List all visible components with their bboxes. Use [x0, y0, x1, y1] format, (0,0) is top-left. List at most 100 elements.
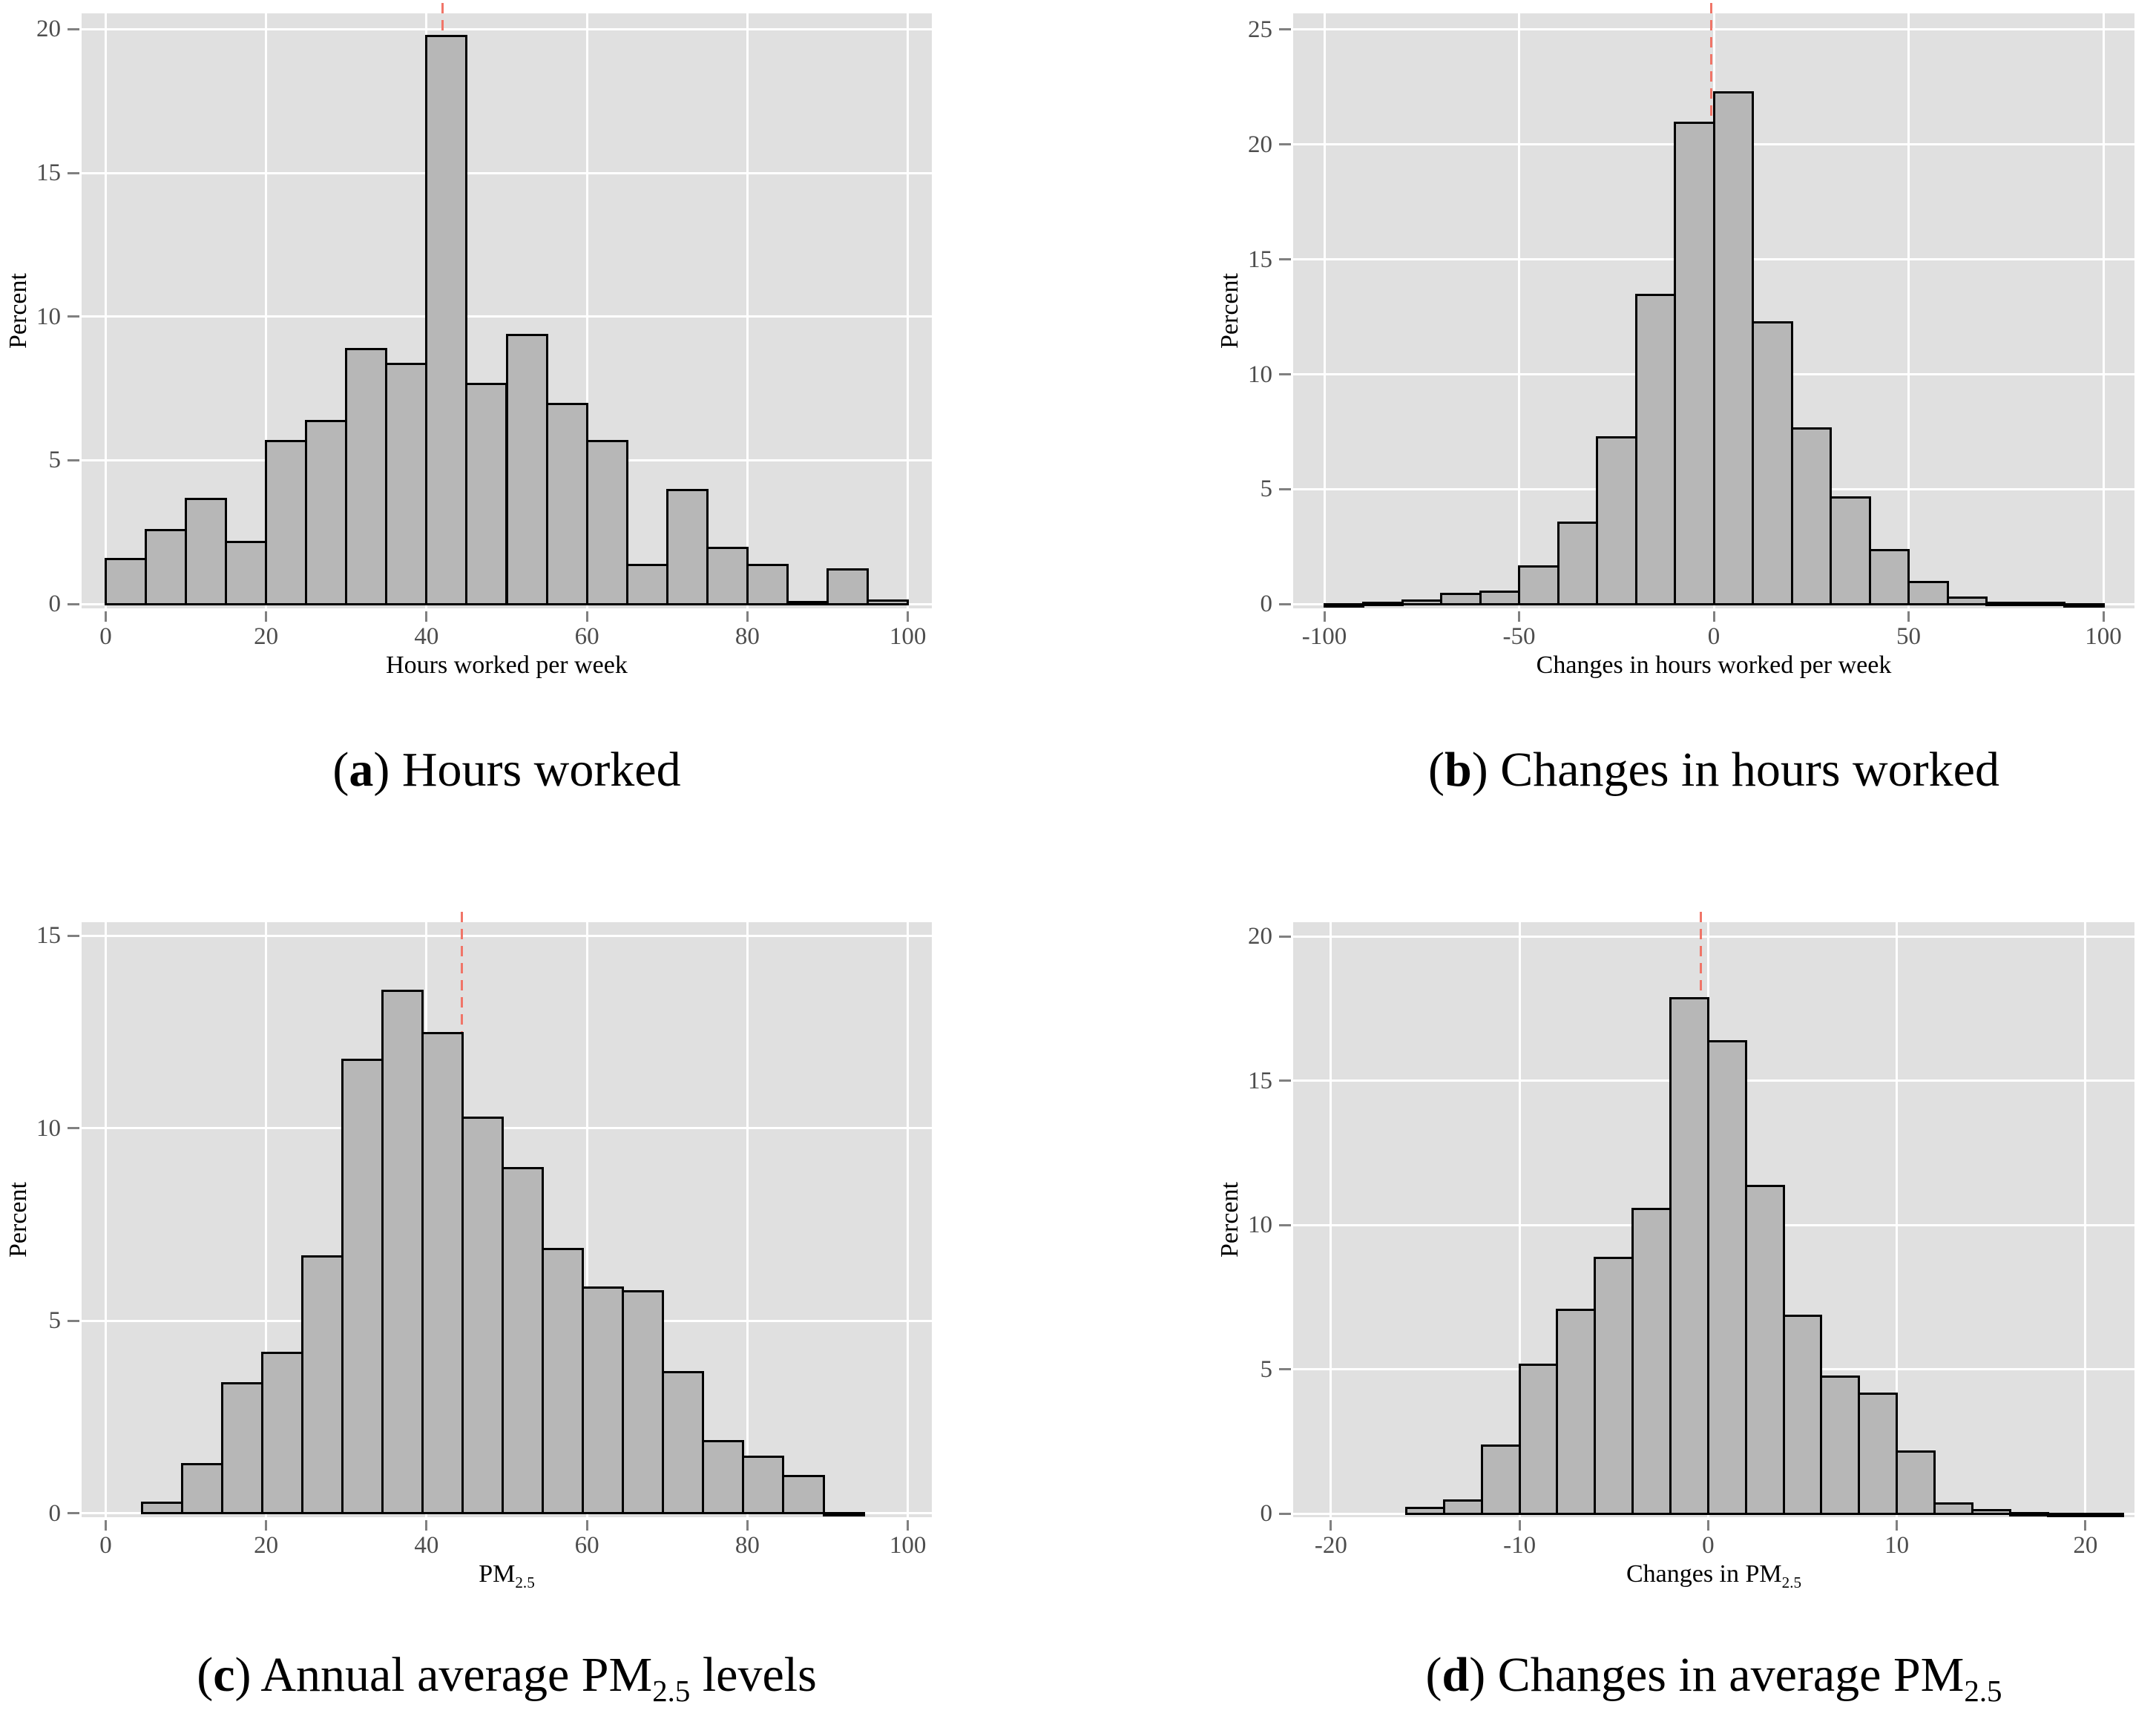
- histogram-bar: [1596, 436, 1637, 605]
- caption-c-open-paren: (: [197, 1648, 214, 1702]
- caption-a: (a) Hours worked: [82, 742, 932, 798]
- caption-b-text: Changes in hours worked: [1488, 743, 1999, 797]
- x-tick-mark: [1896, 1520, 1899, 1531]
- y-tick-mark: [1279, 487, 1291, 490]
- caption-d-open-paren: (: [1425, 1648, 1442, 1702]
- y-tick-label: 25: [1248, 16, 1272, 43]
- histogram-bar: [385, 362, 428, 605]
- x-tick-mark: [1907, 611, 1910, 622]
- histogram-bar: [786, 601, 829, 606]
- caption-d-subscript: 2.5: [1964, 1674, 2002, 1709]
- y-tick-label: 10: [36, 303, 61, 330]
- panel-d-plot: Percent Changes in PM2.5 -20 -10 0 10 20 0 5 10…: [1216, 912, 2134, 1590]
- histogram-bar: [2008, 1512, 2049, 1517]
- histogram-bar: [2063, 602, 2105, 608]
- y-tick-mark: [1279, 28, 1291, 31]
- histogram-bar: [662, 1370, 705, 1515]
- x-tick-label: -50: [1502, 623, 1536, 650]
- panel-d-x-axis-title: Changes in PM2.5: [1293, 1560, 2134, 1591]
- panel-d-x-axis-title-text: Changes in PM: [1626, 1560, 1782, 1588]
- histogram-bar: [706, 546, 749, 605]
- caption-a-open-paren: (: [332, 743, 349, 797]
- x-gridline: [585, 922, 588, 1517]
- x-tick-mark: [1518, 1520, 1521, 1531]
- y-tick-label: 5: [48, 1307, 62, 1335]
- y-tick-mark: [1279, 935, 1291, 938]
- y-tick-mark: [1279, 602, 1291, 605]
- caption-a-text: Hours worked: [390, 743, 681, 797]
- x-gridline: [1896, 922, 1899, 1517]
- histogram-bar: [2024, 602, 2065, 607]
- x-tick-label: 20: [254, 623, 279, 650]
- caption-d: (d) Changes in average PM2.5: [1293, 1647, 2134, 1706]
- x-gridline: [104, 922, 107, 1517]
- y-tick-label: 5: [48, 447, 62, 474]
- y-gridline: [82, 1127, 932, 1130]
- x-tick-mark: [1706, 1520, 1709, 1531]
- histogram-bar: [782, 1474, 825, 1515]
- y-tick-mark: [68, 1319, 79, 1322]
- x-tick-label: 60: [574, 623, 599, 650]
- x-gridline: [1518, 13, 1520, 608]
- panel-d-x-axis-title-subscript: 2.5: [1781, 1573, 1802, 1591]
- x-gridline: [104, 13, 107, 608]
- panel-a-x-axis-title: Hours worked per week: [82, 651, 932, 680]
- histogram-bar: [381, 989, 424, 1515]
- y-tick-mark: [68, 1512, 79, 1515]
- x-tick-label: 0: [99, 623, 112, 650]
- x-gridline: [1330, 922, 1332, 1517]
- panel-c-y-axis-title: Percent: [4, 1182, 32, 1258]
- histogram-bar: [1594, 1257, 1634, 1515]
- x-tick-label: 40: [414, 1532, 439, 1559]
- histogram-bar: [1946, 596, 1988, 605]
- histogram-bar: [265, 440, 308, 605]
- caption-c-text: Annual average PM: [251, 1648, 653, 1702]
- panel-c-x-axis-title-text: PM: [479, 1560, 516, 1588]
- panel-c-x-axis-title-subscript: 2.5: [515, 1573, 535, 1591]
- histogram-bar: [1712, 91, 1754, 605]
- x-gridline: [1518, 922, 1521, 1517]
- histogram-bar: [461, 1117, 505, 1515]
- y-tick-mark: [1279, 1079, 1291, 1082]
- x-tick-mark: [1323, 611, 1326, 622]
- histogram-bar: [1752, 321, 1793, 605]
- histogram-bar: [421, 1031, 464, 1515]
- panel-b-x-axis-title-text: Changes in hours worked per week: [1536, 651, 1892, 679]
- x-gridline: [907, 922, 910, 1517]
- histogram-bar: [746, 563, 789, 605]
- histogram-bar: [1896, 1450, 1936, 1515]
- x-tick-label: 20: [2073, 1532, 2098, 1559]
- y-tick-mark: [68, 602, 79, 605]
- panel-c-x-axis-title: PM2.5: [82, 1560, 932, 1591]
- y-tick-label: 0: [48, 591, 62, 618]
- y-tick-mark: [1279, 1368, 1291, 1371]
- y-tick-label: 20: [1248, 923, 1272, 950]
- histogram-bar: [1790, 427, 1832, 605]
- y-tick-mark: [1279, 258, 1291, 261]
- x-tick-label: 50: [1896, 623, 1921, 650]
- y-tick-mark: [68, 171, 79, 174]
- histogram-bar: [1440, 592, 1482, 605]
- x-tick-mark: [585, 611, 588, 622]
- y-gridline: [1293, 935, 2134, 938]
- histogram-bar: [702, 1440, 745, 1515]
- x-gridline: [746, 922, 749, 1517]
- panel-b-y-axis-title: Percent: [1216, 273, 1243, 349]
- histogram-bar: [1971, 1509, 2011, 1515]
- x-tick-label: 60: [574, 1532, 599, 1559]
- histogram-bar: [622, 1289, 665, 1515]
- histogram-bar: [425, 35, 468, 605]
- caption-c-subscript: 2.5: [652, 1674, 691, 1709]
- x-tick-label: 0: [1707, 623, 1720, 650]
- x-tick-mark: [907, 611, 910, 622]
- caption-b-letter: b: [1445, 743, 1472, 797]
- histogram-bar: [585, 440, 628, 605]
- x-tick-mark: [746, 611, 749, 622]
- histogram-bar: [1480, 1444, 1521, 1515]
- histogram-bar: [185, 497, 228, 605]
- x-tick-mark: [425, 611, 428, 622]
- histogram-bar: [1820, 1375, 1861, 1515]
- x-tick-label: 100: [889, 1532, 927, 1559]
- caption-c: (c) Annual average PM2.5 levels: [82, 1647, 932, 1706]
- y-tick-label: 0: [1260, 591, 1273, 618]
